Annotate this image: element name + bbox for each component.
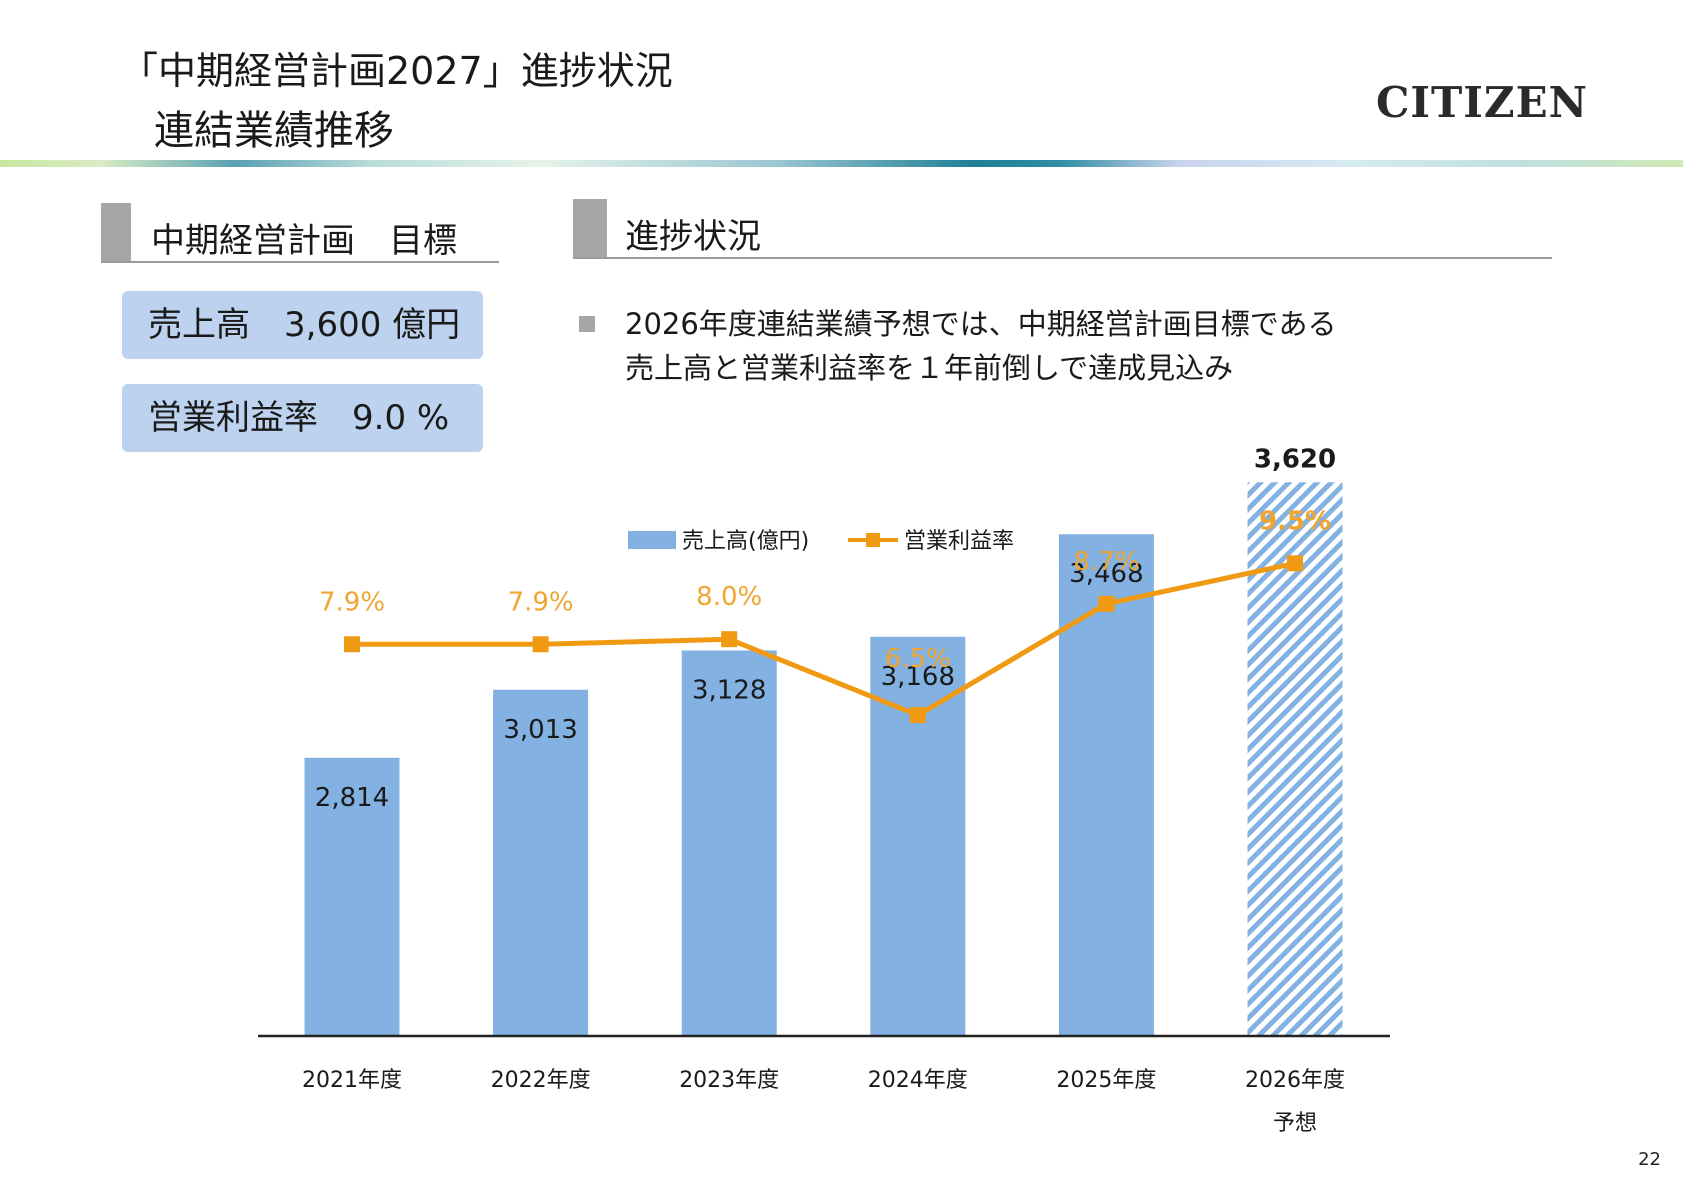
x-tick-label: 2026年度	[1245, 1068, 1345, 1093]
header-gradient-stripe	[0, 160, 1683, 167]
margin-point-6	[1287, 555, 1303, 572]
heading-marker	[573, 199, 607, 257]
x-tick-label: 2022年度	[491, 1068, 591, 1093]
bar-value-label: 2,814	[315, 783, 389, 813]
citizen-logo: CITIZEN	[1375, 78, 1588, 127]
bar-series: 2,814 3,013 3,128 3,168 3,468 3,620	[304, 444, 1343, 1036]
margin-value-label: 7.9%	[319, 587, 385, 617]
margin-value-label: 8.7%	[1073, 547, 1139, 577]
targets-heading-label: 中期経営計画 目標	[151, 221, 457, 261]
margin-point-1	[344, 636, 360, 653]
chart-legend: 売上高(億円) 営業利益率	[628, 529, 1014, 554]
margin-line	[352, 560, 1296, 718]
bar-2	[493, 689, 589, 1036]
bar-value-label: 3,620	[1254, 444, 1336, 474]
margin-value-label: 9.5%	[1259, 506, 1331, 536]
x-tick-label: 2024年度	[868, 1068, 968, 1093]
x-tick-sublabel: 予想	[1273, 1111, 1317, 1136]
line-series: 7.9% 7.9% 8.0% 6.5% 8.7% 9.5%	[319, 506, 1331, 724]
x-tick-label: 2025年度	[1056, 1068, 1156, 1093]
bar-1	[304, 757, 400, 1036]
margin-point-5	[1098, 595, 1115, 612]
legend-line-marker	[866, 533, 880, 547]
progress-bullet: 2026年度連結業績予想では、中期経営計画目標である 売上高と営業利益率を１年前…	[625, 302, 1337, 390]
margin-point-3	[721, 631, 738, 648]
bullet-square-icon	[579, 316, 595, 332]
margin-value-label: 7.9%	[508, 587, 574, 617]
bar-5	[1058, 534, 1154, 1036]
target-sales-box: 売上高 3,600 億円	[122, 291, 483, 359]
bar-3	[681, 650, 777, 1036]
bullet-line-2: 売上高と営業利益率を１年前倒しで達成見込み	[625, 351, 1234, 385]
bar-6	[1247, 482, 1343, 1036]
page-number: 22	[1638, 1149, 1661, 1170]
bar-value-label: 3,013	[503, 715, 577, 745]
heading-rule	[573, 257, 1552, 259]
heading-marker	[101, 203, 131, 261]
legend-line-label: 営業利益率	[904, 529, 1014, 554]
progress-heading-label: 進捗状況	[625, 217, 761, 257]
bar-value-label: 3,468	[1069, 559, 1143, 589]
page-title: 「中期経営計画2027」進捗状況	[120, 49, 673, 93]
page-subtitle: 連結業績推移	[154, 108, 394, 154]
x-tick-label: 2023年度	[679, 1068, 779, 1093]
margin-value-label: 6.5%	[885, 644, 951, 674]
margin-point-4	[909, 707, 926, 724]
bar-value-label: 3,168	[881, 662, 955, 692]
margin-point-2	[532, 636, 549, 653]
margin-value-label: 8.0%	[696, 582, 762, 612]
x-tick-label: 2021年度	[302, 1068, 402, 1093]
heading-rule	[101, 261, 499, 263]
bullet-line-1: 2026年度連結業績予想では、中期経営計画目標である	[625, 307, 1337, 341]
legend-bar-label: 売上高(億円)	[682, 529, 809, 554]
legend-bar-swatch	[628, 531, 676, 549]
bar-value-label: 3,128	[692, 675, 766, 705]
target-margin-box: 営業利益率 9.0 %	[122, 384, 483, 452]
